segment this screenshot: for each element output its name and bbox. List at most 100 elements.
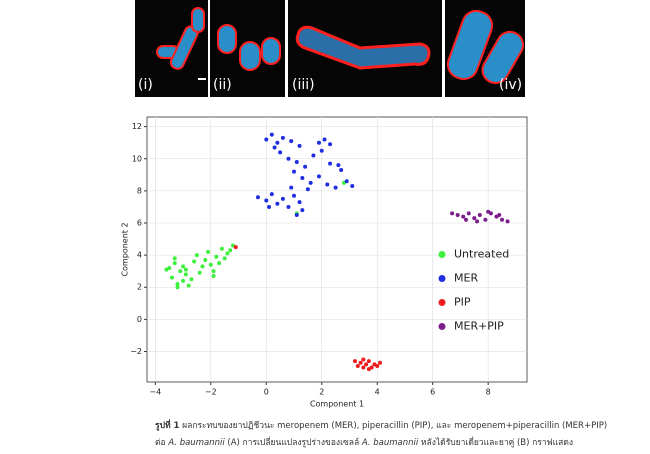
point <box>225 251 230 256</box>
point <box>164 267 169 272</box>
point <box>333 185 338 190</box>
panel-label: (iii) <box>292 77 315 93</box>
point <box>455 212 460 217</box>
point <box>297 143 302 148</box>
panel-label: (i) <box>138 77 153 93</box>
point <box>328 161 333 166</box>
point <box>325 182 330 187</box>
y-tick-label: 6 <box>137 219 142 228</box>
point <box>297 200 302 205</box>
point <box>286 204 291 209</box>
y-tick-label: 8 <box>137 186 142 195</box>
point <box>269 192 274 197</box>
point <box>358 360 363 365</box>
point <box>172 256 177 261</box>
point <box>211 274 216 278</box>
point <box>375 363 380 368</box>
legend-label: Untreated <box>454 248 509 261</box>
point <box>328 142 333 147</box>
point <box>208 262 213 267</box>
caption-line: ต่อ A. baumannii (A) การเปลี่ยนแปลงรูปร่… <box>155 436 573 448</box>
cell <box>481 30 524 84</box>
point <box>255 195 260 200</box>
y-tick-label: 4 <box>137 251 142 260</box>
caption-text: ต่อ <box>155 438 168 448</box>
point <box>172 261 177 266</box>
caption-text: A. baumannii <box>167 438 225 448</box>
point <box>486 209 491 214</box>
point <box>305 187 310 192</box>
point <box>377 360 382 365</box>
point <box>222 256 227 261</box>
point <box>169 275 174 280</box>
point <box>366 359 371 364</box>
point <box>267 204 272 209</box>
point <box>475 219 480 224</box>
cell <box>239 41 261 71</box>
point <box>183 272 188 277</box>
point <box>219 246 224 251</box>
x-axis-label: Component 1 <box>310 400 364 409</box>
y-axis-label: Component 2 <box>121 222 130 276</box>
point <box>183 267 188 272</box>
point <box>178 269 183 274</box>
point <box>228 248 233 253</box>
point <box>505 219 510 224</box>
point <box>197 270 202 275</box>
point <box>186 283 191 288</box>
point <box>463 217 468 222</box>
y-tick-label: 10 <box>132 154 142 163</box>
panel-label: (ii) <box>213 77 232 93</box>
point <box>300 208 305 213</box>
point <box>289 139 294 144</box>
x-tick-label: 0 <box>264 388 269 397</box>
cell <box>191 7 205 33</box>
point <box>322 137 327 142</box>
x-tick-label: 2 <box>319 388 324 397</box>
point <box>294 159 299 164</box>
point <box>292 169 297 174</box>
y-tick-label: 0 <box>137 315 142 324</box>
microscopy-panels: (i) (ii) (iii) (iv) <box>135 0 525 97</box>
point <box>214 254 219 259</box>
point <box>278 150 283 155</box>
point <box>350 184 355 189</box>
point <box>233 245 238 250</box>
scatter-plot: −4 −2 0 2 4 6 8 −2 0 2 4 6 8 10 12 Component 1 Component… <box>121 116 528 409</box>
point <box>472 216 477 221</box>
point <box>181 264 186 269</box>
legend-marker <box>438 275 446 282</box>
plot-area <box>146 116 528 383</box>
legend-marker <box>438 299 446 306</box>
point <box>275 201 280 206</box>
point <box>264 198 269 203</box>
point <box>289 185 294 190</box>
y-tick-label: 2 <box>137 283 142 292</box>
point <box>294 212 299 217</box>
point <box>361 357 366 362</box>
point <box>336 163 341 168</box>
point <box>353 359 358 364</box>
point <box>303 164 308 169</box>
point <box>203 257 208 262</box>
point <box>366 367 371 372</box>
point <box>181 278 186 283</box>
point <box>483 217 488 222</box>
point <box>319 148 324 153</box>
point <box>361 365 366 370</box>
point <box>200 264 205 269</box>
point <box>300 176 305 181</box>
cell <box>295 25 431 70</box>
y-tick-label: 12 <box>132 122 142 131</box>
caption-text: A. baumannii <box>361 438 419 448</box>
point <box>206 249 211 254</box>
legend-marker <box>438 323 446 330</box>
point <box>211 269 216 274</box>
cell <box>261 37 281 65</box>
point <box>339 168 344 172</box>
point <box>189 277 194 282</box>
point <box>355 363 360 368</box>
point <box>192 259 197 264</box>
point <box>264 137 269 142</box>
point <box>272 145 277 150</box>
